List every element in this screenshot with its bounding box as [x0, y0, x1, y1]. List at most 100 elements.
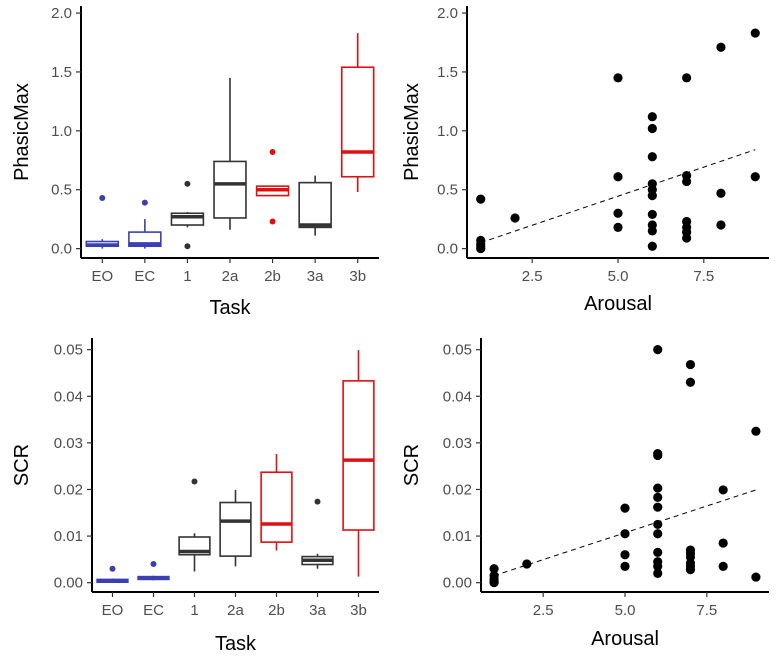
y-tick-label: 1.5	[437, 64, 458, 81]
outlier-point	[109, 565, 116, 572]
y-tick-label: 0.00	[443, 575, 472, 592]
x-tick-label: EO	[91, 268, 113, 285]
scatter-point	[751, 572, 761, 582]
scatter-point	[751, 426, 761, 436]
outlier-point	[150, 561, 157, 568]
x-tick-label: 2b	[268, 602, 285, 619]
box-1	[178, 478, 211, 572]
panel-phasicmax-by-task: 0.0 0.5 1.0 1.5 2.0 EO EC 1 2a 2b 3a 3b PhasicMax Tas…	[11, 5, 379, 319]
scatter-point	[613, 73, 623, 83]
box-EO	[96, 565, 129, 584]
y-tick-label: 2.0	[51, 5, 72, 22]
y-tick-label: 0.5	[437, 182, 458, 199]
scatter-point	[653, 519, 663, 530]
x-axis-title: Task	[209, 297, 251, 319]
scatter-point	[647, 209, 657, 220]
y-tick-label: 2.0	[437, 5, 458, 22]
box-EC	[137, 561, 170, 581]
scatter-point	[685, 565, 696, 575]
scatter-point	[489, 578, 499, 588]
y-tick-label: 0.04	[54, 388, 83, 405]
scatter-point	[647, 152, 657, 162]
scatter-point	[716, 42, 726, 52]
y-tick-label: 0.0	[51, 241, 72, 258]
box-2a	[219, 489, 252, 567]
scatter-point	[620, 550, 630, 560]
scatter-point	[653, 568, 663, 578]
box-2a	[213, 77, 247, 230]
box-iqr	[219, 501, 252, 557]
scatter-point	[647, 226, 657, 236]
scatter-point	[653, 529, 663, 539]
y-axis-title: SCR	[11, 444, 33, 486]
scatter-point	[718, 538, 728, 548]
box-iqr	[298, 181, 332, 229]
scatter-point	[653, 345, 663, 355]
scatter-point	[510, 213, 520, 223]
scatter-point	[682, 233, 692, 243]
scatter-point	[476, 194, 486, 204]
y-tick-label: 0.04	[443, 388, 472, 405]
panel-phasicmax-vs-arousal: 0.0 0.5 1.0 1.5 2.0 2.5 5.0 7.5 PhasicMax Arousal	[401, 5, 769, 315]
box-2b	[255, 149, 290, 225]
x-tick-label: EC	[134, 268, 155, 285]
x-tick-label: 2.5	[533, 602, 554, 619]
box-iqr	[170, 212, 205, 226]
scatter-point	[718, 485, 728, 495]
scatter-point	[716, 220, 726, 230]
scatter-point	[653, 547, 663, 557]
outlier-point	[314, 498, 321, 505]
scatter-point	[522, 559, 532, 569]
box-3a	[298, 175, 332, 236]
outlier-point	[269, 218, 276, 225]
scatter-point	[476, 243, 486, 254]
scatter-point	[489, 564, 499, 574]
x-tick-label: EC	[143, 602, 164, 619]
y-tick-label: 0.05	[54, 342, 83, 359]
y-tick-label: 1.0	[51, 123, 72, 140]
outlier-point	[99, 194, 106, 201]
box-3b	[340, 33, 375, 193]
scatter-point	[613, 172, 623, 182]
x-tick-label: 5.0	[608, 268, 629, 285]
y-axis-title: PhasicMax	[401, 83, 423, 181]
scatter-point	[716, 188, 726, 198]
y-axis-title: SCR	[401, 444, 423, 486]
outlier-point	[269, 149, 276, 156]
box-1	[170, 180, 205, 250]
y-tick-label: 0.01	[443, 528, 472, 545]
x-tick-label: 2.5	[522, 268, 543, 285]
y-tick-label: 1.0	[437, 123, 458, 140]
x-tick-label: 3a	[307, 268, 324, 285]
panel-scr-vs-arousal: 0.00 0.01 0.02 0.03 0.04 0.05 2.5 5.0 7.5 SCR Arou…	[401, 338, 769, 650]
scatter-point	[620, 503, 630, 513]
box-EO	[85, 194, 120, 249]
box-EC	[128, 199, 162, 249]
scatter-point	[653, 450, 663, 461]
scatter-point	[653, 492, 663, 502]
outlier-point	[184, 243, 191, 250]
y-tick-label: 1.5	[51, 64, 72, 81]
x-tick-label: 3b	[350, 602, 367, 619]
scatter-point	[718, 561, 728, 571]
box-iqr	[340, 66, 375, 178]
scatter-point	[685, 377, 696, 387]
scatter-point	[620, 529, 630, 539]
scatter-point	[613, 222, 623, 232]
outlier-point	[184, 180, 191, 187]
box-2b	[260, 454, 293, 551]
x-tick-label: 3a	[309, 602, 326, 619]
y-tick-label: 0.00	[54, 575, 83, 592]
scatter-point	[647, 241, 657, 251]
x-tick-label: 1	[190, 602, 198, 619]
x-tick-label: 2b	[264, 268, 281, 285]
scatter-point	[653, 561, 663, 571]
x-axis-title: Arousal	[591, 628, 659, 650]
y-tick-label: 0.02	[54, 481, 83, 498]
scatter-point	[682, 73, 692, 83]
x-tick-label: 5.0	[615, 602, 636, 619]
outlier-point	[191, 478, 198, 485]
outlier-point	[141, 199, 148, 206]
y-tick-label: 0.03	[54, 435, 83, 452]
